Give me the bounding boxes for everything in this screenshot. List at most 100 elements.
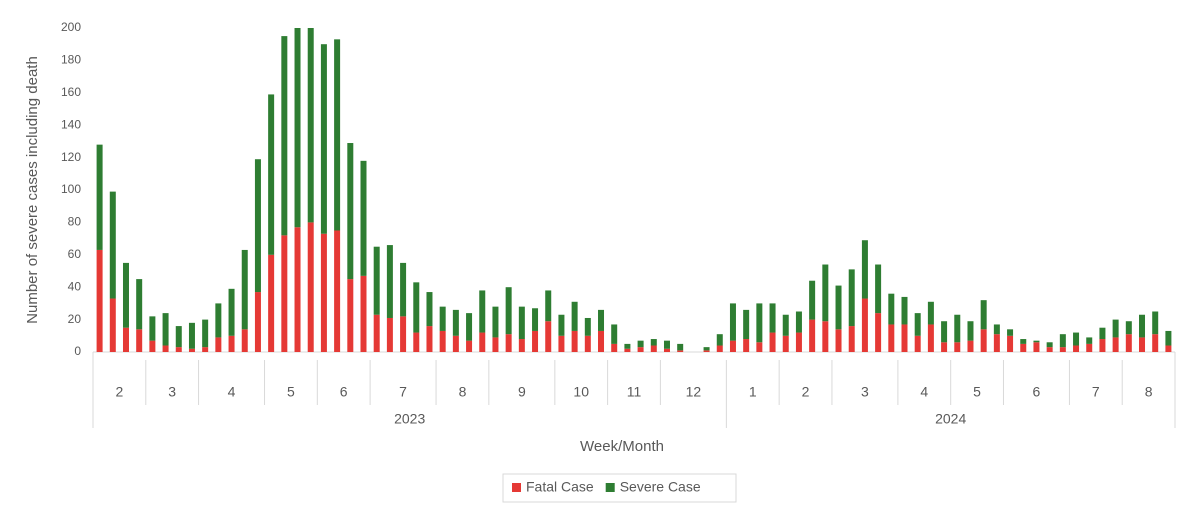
bar-segment xyxy=(136,329,143,352)
bar-segment xyxy=(624,343,631,349)
bar-segment xyxy=(914,313,921,336)
bar-segment xyxy=(927,301,934,325)
bar-segment xyxy=(228,288,235,336)
bar-segment xyxy=(347,143,354,280)
bar-segment xyxy=(532,308,539,331)
bar-segment xyxy=(268,94,275,255)
bar-segment xyxy=(782,335,789,352)
month-label: 9 xyxy=(518,384,526,400)
legend-box xyxy=(502,473,737,503)
bar-segment xyxy=(703,350,710,352)
bar-segment xyxy=(954,314,961,343)
bar-segment xyxy=(281,36,288,236)
bar-segment xyxy=(637,340,644,348)
month-label: 8 xyxy=(1145,384,1153,400)
year-label: 2023 xyxy=(394,411,425,427)
bar-segment xyxy=(1112,337,1119,352)
bar-segment xyxy=(373,314,380,352)
month-label: 8 xyxy=(459,384,467,400)
bar-segment xyxy=(1125,321,1132,335)
bar-segment xyxy=(175,326,182,348)
bar-segment xyxy=(663,348,670,352)
bar-segment xyxy=(386,317,393,352)
bar-segment xyxy=(993,334,1000,352)
bar-segment xyxy=(571,330,578,352)
month-label: 11 xyxy=(627,384,642,400)
bar-segment xyxy=(479,290,486,333)
bar-segment xyxy=(466,313,473,341)
bar-segment xyxy=(1046,347,1053,352)
bar-segment xyxy=(149,316,156,341)
month-label: 10 xyxy=(573,384,589,400)
bar-segment xyxy=(1020,343,1027,352)
bar-segment xyxy=(584,317,591,336)
bar-segment xyxy=(400,316,407,352)
bar-segment xyxy=(492,337,499,352)
bar-segment xyxy=(294,227,301,352)
bar-segment xyxy=(941,342,948,352)
bar-segment xyxy=(136,279,143,330)
bar-segment xyxy=(769,303,776,333)
bar-segment xyxy=(281,235,288,352)
bar-segment xyxy=(875,313,882,352)
bar-segment xyxy=(901,296,908,325)
bar-segment xyxy=(545,321,552,352)
bar-segment xyxy=(611,324,618,344)
bar-segment xyxy=(1086,343,1093,352)
bar-segment xyxy=(307,222,314,352)
bar-segment xyxy=(795,311,802,333)
bar-segment xyxy=(439,330,446,352)
bar-segment xyxy=(980,300,987,330)
month-label: 6 xyxy=(1033,384,1041,400)
bar-segment xyxy=(360,160,367,276)
bar-segment xyxy=(795,332,802,352)
bar-segment xyxy=(1073,345,1080,352)
bar-segment xyxy=(848,326,855,352)
bar-segment xyxy=(835,285,842,330)
bar-segment xyxy=(1152,311,1159,335)
bar-segment xyxy=(598,330,605,352)
bar-segment xyxy=(188,348,195,352)
bar-segment xyxy=(1007,329,1014,336)
y-tick-label: 180 xyxy=(61,53,81,67)
bar-segment xyxy=(175,347,182,352)
month-label: 7 xyxy=(1092,384,1100,400)
bar-segment xyxy=(584,335,591,352)
bar-segment xyxy=(571,301,578,331)
bar-segment xyxy=(307,28,314,223)
bar-segment xyxy=(122,327,129,352)
bar-segment xyxy=(980,329,987,352)
bar-segment xyxy=(888,293,895,325)
bar-segment xyxy=(241,329,248,352)
month-label: 4 xyxy=(920,384,928,400)
month-label: 3 xyxy=(861,384,869,400)
bar-segment xyxy=(1033,342,1040,352)
bar-segment xyxy=(809,319,816,352)
bar-segment xyxy=(637,347,644,352)
bar-segment xyxy=(400,262,407,317)
bar-segment xyxy=(109,298,116,352)
bar-segment xyxy=(1125,334,1132,352)
bar-segment xyxy=(188,322,195,349)
bar-segment xyxy=(558,314,565,336)
x-axis-label: Week/Month xyxy=(580,438,664,455)
bar-segment xyxy=(347,279,354,352)
bar-segment xyxy=(518,339,525,352)
bar-segment xyxy=(1073,332,1080,346)
y-tick-label: 100 xyxy=(61,182,81,196)
bar-segment xyxy=(96,249,103,352)
bar-segment xyxy=(254,159,261,293)
legend-swatch xyxy=(605,483,615,492)
bar-segment xyxy=(426,292,433,327)
bar-segment xyxy=(1059,334,1066,348)
bar-segment xyxy=(756,342,763,352)
bar-segment xyxy=(835,329,842,352)
y-tick-label: 60 xyxy=(68,247,82,261)
month-label: 3 xyxy=(168,384,176,400)
month-label: 2 xyxy=(802,384,810,400)
bar-segment xyxy=(413,332,420,352)
bar-segment xyxy=(1086,337,1093,344)
bar-segment xyxy=(334,230,341,352)
bar-segment xyxy=(545,290,552,322)
bar-segment xyxy=(756,303,763,343)
